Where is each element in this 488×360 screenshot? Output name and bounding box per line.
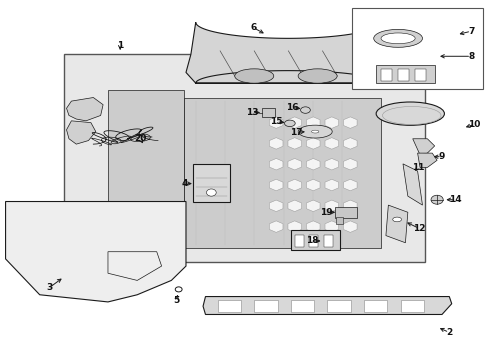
Polygon shape [385, 205, 407, 243]
Ellipse shape [175, 287, 182, 292]
Bar [375, 65, 434, 83]
Ellipse shape [375, 102, 444, 125]
Bar [351, 8, 483, 89]
Text: 6: 6 [250, 23, 256, 32]
Polygon shape [183, 98, 380, 248]
Text: 3: 3 [46, 283, 53, 292]
Polygon shape [108, 252, 161, 280]
Text: 1: 1 [117, 41, 123, 50]
Text: 15: 15 [269, 117, 282, 126]
Polygon shape [203, 297, 451, 315]
Bar [290, 300, 314, 312]
Text: 7: 7 [467, 27, 473, 36]
Ellipse shape [430, 195, 442, 204]
Ellipse shape [298, 69, 336, 83]
Text: 10: 10 [468, 120, 480, 129]
Ellipse shape [373, 30, 422, 47]
Ellipse shape [284, 120, 295, 127]
Ellipse shape [392, 217, 401, 222]
Polygon shape [412, 139, 434, 155]
Bar [254, 300, 277, 312]
Text: 20: 20 [134, 134, 146, 143]
Bar [309, 235, 318, 247]
Polygon shape [66, 121, 96, 144]
Bar [193, 164, 229, 202]
Text: 14: 14 [448, 195, 461, 204]
Bar [363, 300, 386, 312]
Text: 13: 13 [245, 108, 258, 117]
Polygon shape [185, 22, 390, 83]
Text: 2: 2 [445, 328, 451, 337]
Bar [290, 230, 339, 250]
Bar [400, 300, 423, 312]
Ellipse shape [234, 69, 273, 83]
Bar [335, 217, 343, 224]
Polygon shape [298, 125, 331, 138]
Polygon shape [5, 202, 185, 302]
Bar [324, 235, 332, 247]
Polygon shape [417, 153, 436, 167]
Bar [294, 235, 303, 247]
Bar [334, 207, 356, 218]
Text: 4: 4 [182, 179, 188, 188]
Text: 17: 17 [290, 128, 303, 137]
Text: 8: 8 [467, 52, 473, 61]
Ellipse shape [300, 107, 310, 113]
Text: 11: 11 [411, 163, 424, 172]
Text: 9: 9 [438, 152, 444, 161]
Ellipse shape [380, 33, 414, 44]
Bar [414, 69, 425, 81]
Polygon shape [108, 90, 183, 202]
Ellipse shape [311, 130, 318, 133]
Bar [64, 54, 424, 262]
Bar [261, 108, 275, 117]
Polygon shape [66, 98, 103, 121]
Text: 16: 16 [285, 103, 298, 112]
Text: 19: 19 [320, 208, 332, 217]
Text: 5: 5 [173, 296, 179, 305]
Bar [217, 300, 241, 312]
Ellipse shape [206, 189, 216, 196]
Bar [380, 69, 391, 81]
Text: 12: 12 [412, 224, 425, 233]
Text: 18: 18 [305, 237, 317, 246]
Bar [327, 300, 350, 312]
Bar [397, 69, 408, 81]
Polygon shape [402, 164, 422, 205]
